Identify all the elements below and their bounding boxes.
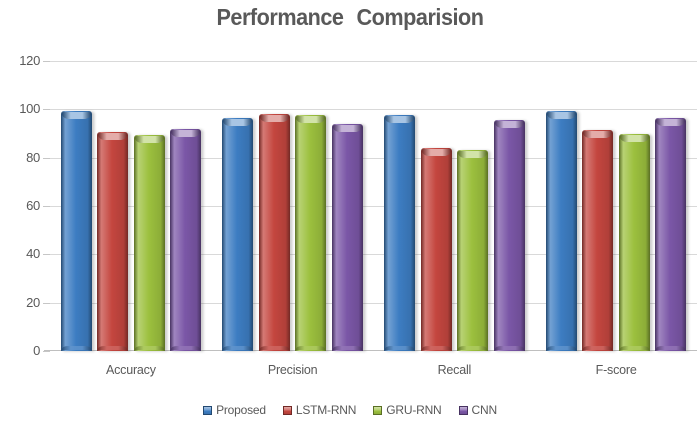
gridline (50, 206, 697, 207)
bar-bottom-bevel (171, 346, 201, 350)
y-axis-tick-mark (43, 254, 50, 256)
x-axis-category-label: Accuracy (105, 363, 156, 377)
bar-top-bevel (223, 118, 253, 126)
y-axis-tick-mark (43, 61, 50, 62)
y-axis-tick-mark (43, 302, 50, 304)
gridline (50, 61, 697, 62)
bar-bottom-bevel (421, 346, 451, 350)
bar-lstm-rnn-accuracy (97, 132, 129, 351)
bar-top-bevel (134, 135, 164, 143)
bar-top-bevel (421, 149, 451, 156)
y-axis-tick-mark (43, 206, 50, 207)
y-axis-tick-label: 0 (33, 343, 40, 358)
y-axis-tick-mark (43, 109, 50, 111)
bar-top-bevel (296, 116, 326, 124)
bar-bottom-bevel (458, 346, 488, 350)
bar-top-bevel (332, 124, 362, 132)
bar-bottom-bevel (134, 346, 164, 350)
bar-top-bevel (259, 115, 289, 123)
y-axis-tick-label: 20 (26, 294, 40, 310)
bar-proposed-accuracy (60, 110, 92, 351)
legend-label: CNN (471, 403, 498, 417)
legend-label: LSTM-RNN (295, 403, 357, 417)
bar-top-bevel (385, 116, 415, 124)
y-axis-tick-label: 120 (19, 53, 40, 68)
bar-cnn-precision (331, 123, 363, 351)
bar-lstm-rnn-recall (420, 148, 452, 351)
bar-gru-rnn-recall (457, 150, 489, 351)
legend-marker-gru-rnn (373, 405, 383, 415)
bar-top-bevel (656, 118, 686, 126)
legend-marker-proposed (203, 405, 213, 415)
gridline (50, 109, 697, 110)
bar-top-bevel (171, 129, 201, 137)
legend-label: GRU-RNN (386, 403, 442, 417)
x-axis-baseline (44, 350, 697, 351)
bar-bottom-bevel (259, 346, 289, 350)
bar-bottom-bevel (98, 346, 128, 350)
legend-entry-cnn: CNN (458, 403, 498, 417)
y-axis-tick-label: 100 (19, 101, 40, 117)
bar-top-bevel (619, 134, 649, 142)
legend-entry-gru-rnn: GRU-RNN (373, 403, 442, 417)
bar-bottom-bevel (656, 346, 686, 350)
y-axis-tick-label: 60 (26, 198, 40, 213)
bar-gru-rnn-accuracy (133, 134, 165, 351)
x-axis-category-label: F-score (595, 363, 637, 377)
y-axis-tick-label: 80 (26, 149, 40, 165)
bar-top-bevel (494, 121, 524, 129)
legend: Proposed LSTM-RNN GRU-RNN CNN (0, 401, 700, 419)
bar-bottom-bevel (223, 346, 253, 350)
bar-bottom-bevel (546, 346, 576, 350)
bar-gru-rnn-f-score (618, 133, 650, 351)
bar-lstm-rnn-f-score (582, 129, 614, 351)
bar-bottom-bevel (61, 346, 91, 350)
bar-top-bevel (546, 111, 576, 119)
gridline (50, 254, 697, 255)
y-axis-tick-mark (43, 157, 50, 159)
bar-bottom-bevel (619, 346, 649, 350)
legend-entry-proposed: Proposed (203, 403, 266, 417)
bar-lstm-rnn-precision (258, 114, 290, 351)
x-axis-category-label: Recall (437, 363, 472, 377)
legend-entry-lstm-rnn: LSTM-RNN (282, 403, 357, 417)
legend-marker-cnn (458, 405, 468, 415)
plot-area (44, 61, 697, 351)
gridline (50, 303, 697, 304)
y-axis-tick-mark (43, 351, 50, 352)
bar-proposed-recall (384, 115, 416, 351)
bar-cnn-f-score (655, 117, 687, 351)
bar-bottom-bevel (583, 346, 613, 350)
bar-proposed-f-score (545, 110, 577, 351)
bar-top-bevel (583, 130, 613, 138)
chart-title: Performance Comparision (216, 4, 484, 30)
bar-bottom-bevel (385, 346, 415, 350)
bar-bottom-bevel (332, 346, 362, 350)
bar-cnn-accuracy (170, 128, 202, 351)
bar-top-bevel (98, 133, 128, 141)
bar-top-bevel (61, 111, 91, 119)
bar-bottom-bevel (296, 346, 326, 350)
bar-proposed-precision (222, 117, 254, 351)
bar-gru-rnn-precision (295, 115, 327, 351)
legend-marker-lstm-rnn (282, 405, 292, 415)
bar-cnn-recall (493, 120, 525, 351)
bar-top-bevel (458, 151, 488, 159)
gridline (50, 158, 697, 159)
x-axis-category-label: Precision (267, 363, 318, 377)
bar-bottom-bevel (494, 346, 524, 350)
legend-label: Proposed (216, 403, 266, 417)
y-axis-tick-label: 40 (26, 246, 40, 262)
